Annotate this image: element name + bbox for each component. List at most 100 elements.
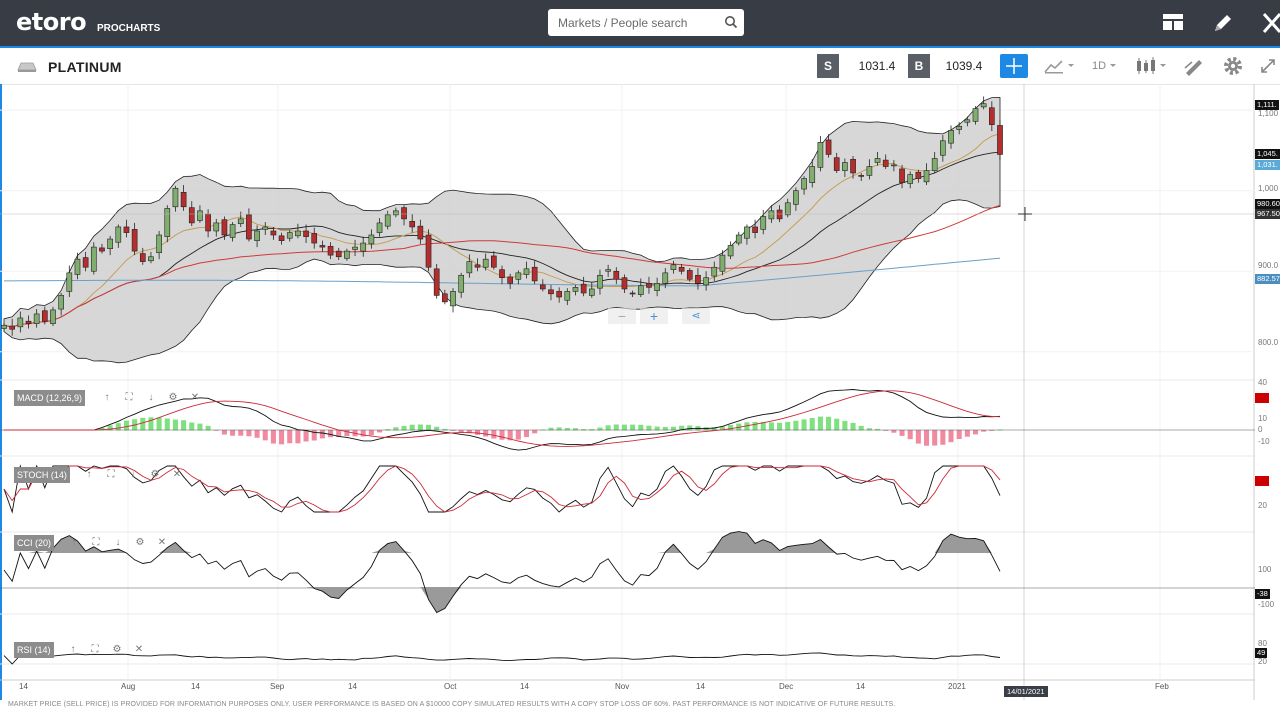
cci-axis-neg100: -100 [1258,600,1275,609]
candle [368,234,375,245]
move-up-icon[interactable]: ↑ [86,469,92,480]
candle [564,291,571,301]
move-down-icon[interactable]: ↓ [115,537,121,548]
macd-histogram-bar [842,420,848,431]
fullscreen-icon[interactable] [1258,54,1278,78]
settings-gear-icon[interactable] [1221,54,1245,78]
macd-indicator-label[interactable]: MACD (12,26,9) [14,390,86,406]
chart-type-icon[interactable] [1042,54,1078,78]
candle [74,258,81,275]
settings-icon[interactable]: ⚙ [168,392,178,403]
candle [327,245,334,256]
maximize-icon[interactable]: ⛶ [92,537,100,548]
drawing-tools-icon[interactable] [1182,54,1206,78]
rsi-indicator-label[interactable]: RSI (14) [14,642,54,658]
candle [442,293,448,303]
candle [335,250,342,258]
macd-histogram-bar [148,417,154,431]
candle [58,295,64,310]
top-accent-line [0,46,1280,48]
macd-histogram-bar [189,422,195,431]
zoom-in-button[interactable]: + [640,308,668,324]
candle [597,274,603,289]
price-tag-sell: 1,031. [1255,160,1280,170]
remove-icon[interactable]: ✕ [157,537,167,548]
close-icon[interactable] [1262,12,1280,34]
candle [678,266,685,272]
sell-label[interactable]: S [817,54,839,78]
maximize-icon[interactable]: ⛶ [125,392,133,403]
macd-histogram-bar [956,430,962,440]
candle [221,219,228,236]
maximize-icon[interactable]: ⛶ [107,469,115,480]
macd-histogram-bar [483,430,489,437]
macd-histogram-bar [450,430,456,431]
candle [205,213,211,232]
price-chart[interactable] [0,84,1255,700]
macd-histogram-bar [793,420,799,431]
macd-histogram-bar [401,426,407,431]
macd-histogram-bar [548,427,554,431]
macd-signal-line [4,390,1001,447]
candle [580,283,587,294]
price-tag-980: 980.60 [1255,199,1280,209]
candle [727,245,734,257]
crosshair-button[interactable] [1000,54,1028,78]
buy-price[interactable]: 1039.4 [934,54,994,78]
macd-histogram-bar [523,430,530,438]
candle [613,270,620,280]
macd-histogram-bar [417,424,423,431]
settings-icon[interactable]: ⚙ [112,644,122,655]
search-placeholder: Markets / People search [558,16,688,30]
search-input[interactable]: Markets / People search [548,9,744,36]
remove-icon[interactable]: ✕ [190,392,200,403]
timeframe-chevron-icon[interactable] [1108,54,1120,78]
edit-icon[interactable] [1212,12,1234,34]
candle [874,158,881,163]
macd-histogram-bar [989,430,995,431]
move-up-icon[interactable]: ↑ [70,644,76,655]
layout-icon[interactable] [1162,12,1184,32]
macd-histogram-bar [654,426,660,431]
candle [1,324,7,329]
timeframe-selector[interactable]: 1D [1092,60,1107,72]
move-up-icon[interactable]: ↑ [71,537,77,548]
sell-price[interactable]: 1031.4 [845,54,909,78]
buy-label[interactable]: B [908,54,930,78]
macd-histogram-bar [458,430,464,433]
x-label: Nov [615,682,630,691]
indicators-icon[interactable] [1134,54,1170,78]
candle [278,235,285,241]
macd-histogram-bar [474,430,481,435]
share-icon[interactable]: ⋖ [682,308,710,324]
candle [523,268,530,275]
macd-histogram-bar [801,419,807,431]
macd-histogram-bar [360,430,366,437]
macd-histogram-bar [491,430,497,439]
macd-histogram-bar [768,422,774,431]
candle [482,258,489,268]
candle [229,224,236,238]
etoro-logo[interactable]: etoro [16,8,87,36]
stoch-indicator-label[interactable]: STOCH (14) [14,467,70,483]
cci-indicator-label[interactable]: CCI (20) [14,535,55,551]
maximize-icon[interactable]: ⛶ [91,644,99,655]
macd-histogram-bar [246,430,252,437]
instrument-header: PLATINUM S 1031.4 B 1039.4 1D [0,48,1280,85]
candle [858,175,865,177]
search-icon[interactable] [724,15,738,29]
price-tag-967: 967.50 [1255,209,1280,219]
zoom-out-button[interactable]: − [608,308,636,324]
move-down-icon[interactable]: ↓ [130,469,136,480]
macd-line [4,389,1001,451]
move-down-icon[interactable]: ↓ [148,392,154,403]
move-up-icon[interactable]: ↑ [104,392,110,403]
remove-icon[interactable]: ✕ [134,644,144,655]
macd-histogram-bar [164,418,170,431]
settings-icon[interactable]: ⚙ [150,469,160,480]
macd-histogram-bar [532,430,538,434]
candle [41,310,48,322]
remove-icon[interactable]: ✕ [172,469,182,480]
candle [793,190,799,205]
settings-icon[interactable]: ⚙ [135,537,145,548]
